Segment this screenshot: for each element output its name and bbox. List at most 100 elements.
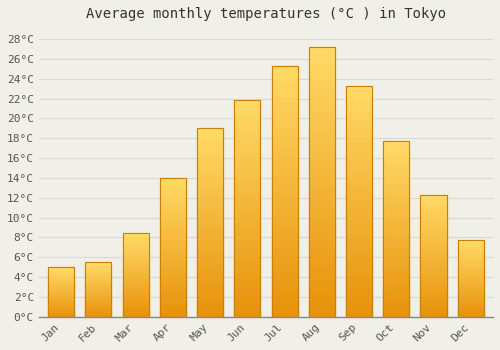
- Bar: [48, 313, 74, 314]
- Bar: [160, 300, 186, 303]
- Bar: [383, 285, 409, 289]
- Bar: [160, 214, 186, 217]
- Bar: [383, 261, 409, 264]
- Bar: [234, 99, 260, 104]
- Bar: [272, 116, 297, 121]
- Bar: [160, 275, 186, 278]
- Bar: [197, 253, 223, 257]
- Bar: [160, 311, 186, 314]
- Bar: [48, 267, 74, 317]
- Bar: [383, 257, 409, 261]
- Bar: [160, 286, 186, 289]
- Bar: [160, 219, 186, 222]
- Bar: [308, 203, 335, 209]
- Bar: [86, 296, 112, 297]
- Bar: [272, 151, 297, 156]
- Bar: [458, 309, 483, 311]
- Bar: [122, 295, 148, 297]
- Bar: [48, 272, 74, 273]
- Bar: [48, 274, 74, 275]
- Bar: [458, 265, 483, 266]
- Bar: [272, 126, 297, 131]
- Bar: [346, 298, 372, 303]
- Bar: [420, 304, 446, 307]
- Bar: [234, 234, 260, 239]
- Bar: [420, 263, 446, 266]
- Bar: [458, 291, 483, 292]
- Bar: [197, 279, 223, 283]
- Bar: [308, 258, 335, 263]
- Bar: [160, 225, 186, 228]
- Bar: [160, 284, 186, 286]
- Bar: [272, 146, 297, 151]
- Bar: [234, 139, 260, 143]
- Bar: [160, 303, 186, 306]
- Bar: [272, 91, 297, 96]
- Bar: [86, 272, 112, 273]
- Bar: [458, 289, 483, 291]
- Bar: [308, 182, 335, 187]
- Bar: [346, 160, 372, 164]
- Bar: [48, 303, 74, 304]
- Bar: [272, 111, 297, 116]
- Bar: [458, 295, 483, 297]
- Bar: [48, 295, 74, 296]
- Bar: [48, 268, 74, 269]
- Bar: [160, 298, 186, 300]
- Bar: [86, 308, 112, 309]
- Bar: [197, 241, 223, 245]
- Bar: [48, 277, 74, 278]
- Bar: [272, 226, 297, 231]
- Bar: [420, 241, 446, 244]
- Bar: [308, 285, 335, 290]
- Bar: [160, 295, 186, 298]
- Bar: [346, 252, 372, 257]
- Bar: [160, 247, 186, 250]
- Bar: [197, 200, 223, 204]
- Bar: [458, 273, 483, 274]
- Bar: [308, 171, 335, 176]
- Bar: [308, 279, 335, 285]
- Bar: [160, 239, 186, 242]
- Bar: [48, 285, 74, 286]
- Bar: [86, 295, 112, 296]
- Bar: [458, 315, 483, 317]
- Bar: [383, 208, 409, 211]
- Bar: [420, 258, 446, 261]
- Bar: [420, 251, 446, 253]
- Bar: [346, 247, 372, 252]
- Bar: [48, 307, 74, 308]
- Bar: [122, 312, 148, 314]
- Bar: [86, 299, 112, 300]
- Bar: [234, 265, 260, 269]
- Bar: [308, 198, 335, 203]
- Bar: [86, 301, 112, 303]
- Bar: [48, 309, 74, 310]
- Bar: [197, 204, 223, 208]
- Bar: [420, 195, 446, 317]
- Bar: [197, 196, 223, 200]
- Bar: [383, 282, 409, 285]
- Bar: [346, 233, 372, 238]
- Bar: [86, 316, 112, 317]
- Bar: [272, 261, 297, 267]
- Bar: [272, 161, 297, 166]
- Bar: [308, 214, 335, 220]
- Bar: [122, 267, 148, 268]
- Bar: [308, 47, 335, 317]
- Bar: [197, 230, 223, 234]
- Bar: [458, 279, 483, 280]
- Bar: [234, 208, 260, 212]
- Bar: [272, 241, 297, 246]
- Bar: [48, 301, 74, 302]
- Bar: [197, 294, 223, 298]
- Bar: [234, 252, 260, 256]
- Bar: [383, 187, 409, 190]
- Bar: [197, 302, 223, 306]
- Bar: [420, 295, 446, 297]
- Bar: [86, 304, 112, 305]
- Bar: [234, 230, 260, 234]
- Bar: [346, 312, 372, 317]
- Bar: [86, 264, 112, 266]
- Bar: [308, 101, 335, 106]
